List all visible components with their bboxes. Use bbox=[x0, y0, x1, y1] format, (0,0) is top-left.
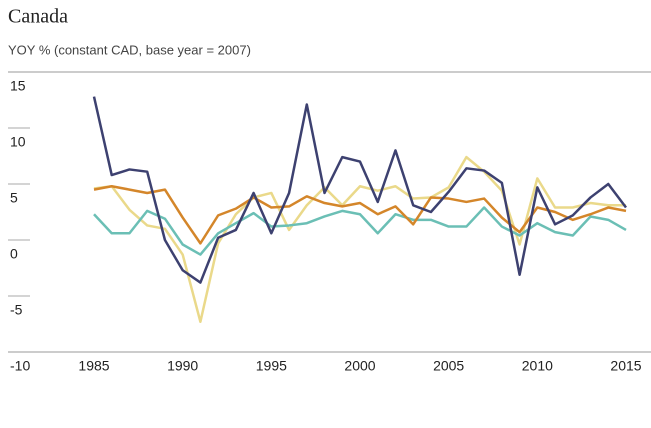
y-tick-label: -5 bbox=[10, 302, 23, 318]
x-tick-label: 2010 bbox=[522, 358, 553, 374]
chart-subtitle: YOY % (constant CAD, base year = 2007) bbox=[8, 42, 251, 57]
series-line bbox=[93, 206, 627, 256]
y-tick-label: 15 bbox=[10, 78, 26, 94]
y-tick-label: 10 bbox=[10, 134, 26, 150]
y-tick-label: 0 bbox=[10, 246, 18, 262]
x-tick-label: 1995 bbox=[256, 358, 287, 374]
chart-title: Canada bbox=[8, 6, 68, 28]
x-tick-label: 2000 bbox=[344, 358, 375, 374]
series-line bbox=[92, 96, 627, 284]
y-tick-label: 5 bbox=[10, 190, 18, 206]
series-line bbox=[93, 155, 626, 324]
x-tick-label: 2005 bbox=[433, 358, 464, 374]
x-tick-label: 1990 bbox=[167, 358, 198, 374]
x-tick-label: 2015 bbox=[610, 358, 641, 374]
series-line bbox=[93, 184, 627, 245]
x-tick-label: 1985 bbox=[78, 358, 109, 374]
y-tick-label: -10 bbox=[10, 358, 30, 374]
